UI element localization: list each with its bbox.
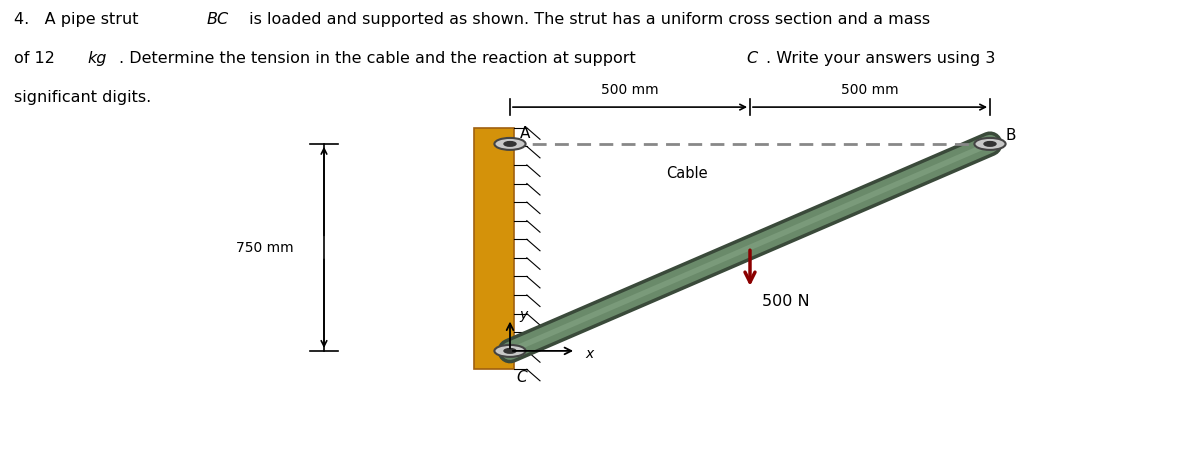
Text: kg: kg	[88, 50, 107, 66]
Text: C: C	[516, 369, 527, 385]
Text: A: A	[520, 126, 530, 141]
Circle shape	[494, 139, 526, 151]
Bar	[474, 129, 514, 369]
Text: 500 N: 500 N	[762, 294, 810, 309]
Text: 4.   A pipe strut: 4. A pipe strut	[14, 11, 144, 27]
Circle shape	[504, 142, 516, 147]
Circle shape	[974, 139, 1006, 151]
Text: C: C	[746, 50, 757, 66]
Text: Cable: Cable	[666, 165, 708, 180]
Text: 750 mm: 750 mm	[236, 241, 294, 255]
Text: B: B	[1006, 127, 1016, 142]
Text: . Determine the tension in the cable and the reaction at support: . Determine the tension in the cable and…	[119, 50, 641, 66]
Circle shape	[494, 345, 526, 357]
Text: . Write your answers using 3: . Write your answers using 3	[766, 50, 995, 66]
Text: is loaded and supported as shown. The strut has a uniform cross section and a ma: is loaded and supported as shown. The st…	[244, 11, 930, 27]
Text: BC: BC	[206, 11, 228, 27]
Text: y: y	[520, 308, 528, 321]
Text: of 12: of 12	[14, 50, 60, 66]
Text: x: x	[586, 346, 594, 360]
Text: significant digits.: significant digits.	[14, 90, 151, 105]
Circle shape	[984, 142, 996, 147]
Text: 500 mm: 500 mm	[601, 83, 659, 96]
Circle shape	[504, 349, 516, 353]
Text: 500 mm: 500 mm	[841, 83, 899, 96]
